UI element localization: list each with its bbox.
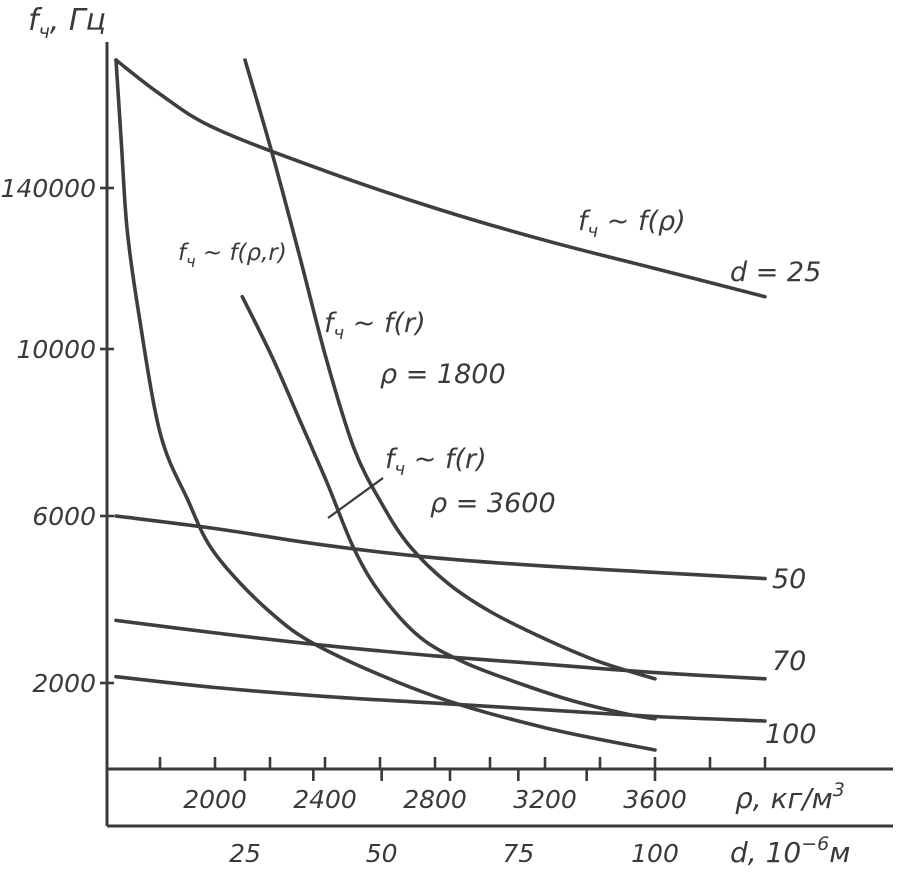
rho-tick-label: 2800 [403, 785, 467, 814]
label-d-25: d = 25 [730, 257, 821, 288]
d-axis-label: d, 10−6м [730, 833, 850, 869]
series-line-0-0 [114, 58, 767, 299]
label-f-r-3600: fч ~ f(r) [385, 444, 487, 480]
label-d-50: 50 [772, 564, 806, 595]
y-axis-label: fч, Гц [28, 3, 106, 43]
leader-line [327, 477, 384, 519]
series-line-0-3 [114, 674, 767, 723]
d-tick-labels: 25 50 75 100 [229, 839, 679, 868]
d-tick-label: 50 [366, 839, 398, 868]
axes [105, 42, 893, 828]
curves [114, 58, 767, 752]
series-line-1-1 [240, 294, 657, 721]
label-rho-1800: ρ = 1800 [380, 359, 506, 390]
label-f-rho-r: fч ~ f(ρ,r) [178, 240, 287, 271]
series-line-0-1 [114, 514, 767, 581]
rho-tick-label: 2400 [293, 785, 357, 814]
series-line-2-0 [114, 58, 657, 752]
d-tick-label: 25 [229, 839, 261, 868]
y-tick-label: 140000 [1, 174, 96, 203]
y-tick-label: 6000 [32, 502, 96, 531]
label-rho-3600: ρ = 3600 [430, 488, 556, 519]
d-tick-label: 75 [502, 839, 534, 868]
label-d-100: 100 [765, 719, 817, 750]
rho-tick-labels: 2000 2400 2800 3200 3600 [183, 785, 687, 814]
series-line-0-2 [114, 618, 767, 681]
rho-tick-label: 3200 [513, 785, 577, 814]
label-f-r-1800: fч ~ f(r) [324, 308, 426, 344]
y-tick-labels: 2000 6000 10000 140000 [1, 174, 96, 698]
y-tick-label: 2000 [32, 669, 96, 698]
rho-tick-label: 3600 [623, 785, 687, 814]
label-f-rho: fч ~ f(ρ) [578, 206, 686, 242]
d-tick-label: 100 [631, 839, 679, 868]
ticks [100, 186, 767, 781]
rho-axis-label: ρ, кг/м3 [735, 779, 845, 815]
series-line-1-0 [243, 58, 657, 681]
label-d-70: 70 [772, 646, 806, 677]
rho-tick-label: 2000 [183, 785, 247, 814]
y-tick-label: 10000 [16, 335, 96, 364]
